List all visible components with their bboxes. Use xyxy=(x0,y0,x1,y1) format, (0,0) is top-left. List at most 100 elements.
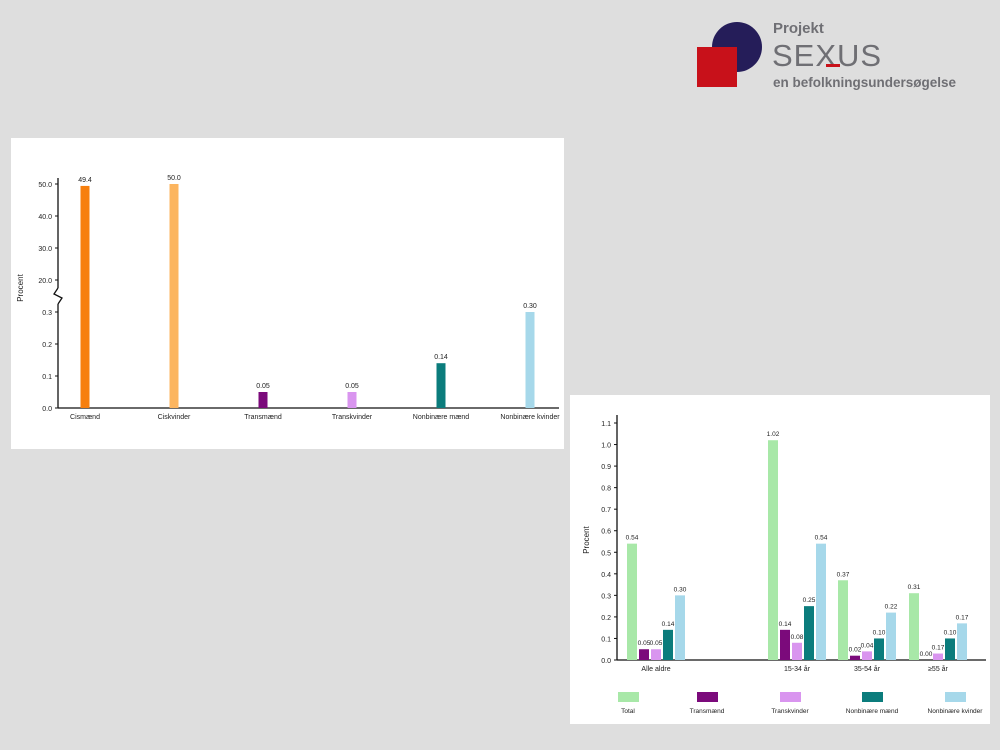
y-tick-label: 1.1 xyxy=(601,421,611,428)
data-label: 49.4 xyxy=(78,177,92,184)
data-label: 0.10 xyxy=(944,629,957,636)
bar xyxy=(663,629,673,660)
y-tick-label: 0.1 xyxy=(42,374,52,381)
data-label: 0.08 xyxy=(791,634,804,641)
bar xyxy=(347,392,357,408)
bar xyxy=(909,593,919,660)
y-tick-label: 0.2 xyxy=(42,342,52,349)
y-axis-break xyxy=(53,287,63,305)
bar xyxy=(792,642,802,660)
chart2-svg: Procent 0.0 0.1 0.2 0.3 0.4 0.5 0.6 0.7 0.8 0.9 1.0… xyxy=(582,415,986,715)
data-label: 0.37 xyxy=(837,571,850,578)
bar xyxy=(768,440,778,660)
legend-label: Transmænd xyxy=(690,708,725,715)
data-label: 0.14 xyxy=(434,354,448,361)
legend-swatch xyxy=(945,692,966,702)
data-label: 0.05 xyxy=(256,383,270,390)
x-tick-label: Cismænd xyxy=(70,414,100,421)
y-tick-label: 0.0 xyxy=(42,406,52,413)
data-label: 0.17 xyxy=(932,645,945,652)
legend-label: Total xyxy=(621,708,635,715)
data-label: 0.25 xyxy=(803,597,816,604)
y-tick-label: 0.3 xyxy=(601,593,611,600)
bar xyxy=(436,363,446,408)
data-label: 0.04 xyxy=(861,642,874,649)
data-label: 0.22 xyxy=(885,604,898,611)
y-tick-label: 0.7 xyxy=(601,507,611,514)
legend-label: Transkvinder xyxy=(771,708,809,715)
bar xyxy=(651,649,661,660)
legend-label: Nonbinære mænd xyxy=(846,708,899,715)
y-tick-label: 0.0 xyxy=(601,658,611,665)
bar xyxy=(627,543,637,660)
chart1-svg: Procent 20.0 30.0 40.0 50.0 0.0 0.1 0.2 0.3 49.4 C… xyxy=(16,175,560,421)
x-tick-label: Nonbinære kvinder xyxy=(500,414,560,421)
legend-swatch xyxy=(780,692,801,702)
gender-identity-bar-chart: Procent 20.0 30.0 40.0 50.0 0.0 0.1 0.2 0.3 49.4 C… xyxy=(11,138,564,449)
y-tick-label: 1.0 xyxy=(601,443,611,450)
y-tick-label: 0.4 xyxy=(601,572,611,579)
y-tick-label: 0.5 xyxy=(601,550,611,557)
data-label: 0.30 xyxy=(523,303,537,310)
bar xyxy=(850,655,860,660)
data-label: 0.54 xyxy=(626,535,639,542)
bar xyxy=(874,638,884,660)
y-tick-label: 40.0 xyxy=(38,214,52,221)
legend-label: Nonbinære kvinder xyxy=(928,708,984,715)
x-tick-label: Ciskvinder xyxy=(158,414,191,421)
bar xyxy=(525,312,535,408)
logo-project-text: Projekt xyxy=(773,20,824,37)
legend-swatch xyxy=(862,692,883,702)
legend-swatch xyxy=(618,692,639,702)
data-label: 0.14 xyxy=(662,621,675,628)
y-tick-label: 0.8 xyxy=(601,486,611,493)
bar xyxy=(816,543,826,660)
bar xyxy=(933,653,943,660)
y-tick-label: 20.0 xyxy=(38,278,52,285)
bar xyxy=(862,651,872,660)
y-tick-label: 50.0 xyxy=(38,182,52,189)
bar xyxy=(258,392,268,408)
data-label: 0.00 xyxy=(920,651,933,658)
bar xyxy=(838,580,848,660)
data-label: 0.02 xyxy=(849,647,862,654)
bar xyxy=(945,638,955,660)
legend-swatch xyxy=(697,692,718,702)
data-label: 0.30 xyxy=(674,586,687,593)
x-tick-label: ≥55 år xyxy=(928,665,948,673)
y-tick-label: 0.2 xyxy=(601,615,611,622)
data-label: 50.0 xyxy=(167,175,181,182)
y-tick-label: 0.9 xyxy=(601,464,611,471)
data-label: 0.31 xyxy=(908,584,921,591)
data-label: 1.02 xyxy=(767,431,780,438)
data-label: 0.05 xyxy=(638,640,651,647)
data-label: 0.10 xyxy=(873,629,886,636)
logo-accent-dash xyxy=(826,64,840,67)
bar xyxy=(639,649,649,660)
age-group-bar-chart: Procent 0.0 0.1 0.2 0.3 0.4 0.5 0.6 0.7 0.8 0.9 1.0… xyxy=(570,395,990,724)
bar xyxy=(169,184,179,408)
x-tick-label: Transmænd xyxy=(244,414,282,421)
data-label: 0.17 xyxy=(956,614,969,621)
data-label: 0.05 xyxy=(650,640,663,647)
data-label: 0.54 xyxy=(815,535,828,542)
x-tick-label: 35-54 år xyxy=(854,665,881,673)
data-label: 0.05 xyxy=(345,383,359,390)
logo-sexus-text: SEXUS xyxy=(772,38,883,73)
y-tick-label: 0.6 xyxy=(601,529,611,536)
y-tick-label: 30.0 xyxy=(38,246,52,253)
bar xyxy=(675,595,685,660)
logo-subtitle: en befolkningsundersøgelse xyxy=(773,75,957,90)
bar xyxy=(804,606,814,660)
x-tick-label: Transkvinder xyxy=(332,414,373,421)
bar xyxy=(780,629,790,660)
y-tick-label: 0.1 xyxy=(601,636,611,643)
x-tick-label: 15-34 år xyxy=(784,665,811,673)
bar xyxy=(80,185,90,408)
bar xyxy=(886,612,896,660)
x-tick-label: Nonbinære mænd xyxy=(413,414,470,421)
data-label: 0.14 xyxy=(779,621,792,628)
x-tick-label: Alle aldre xyxy=(641,666,670,673)
bar xyxy=(957,623,967,660)
y-tick-label: 0.3 xyxy=(42,310,52,317)
